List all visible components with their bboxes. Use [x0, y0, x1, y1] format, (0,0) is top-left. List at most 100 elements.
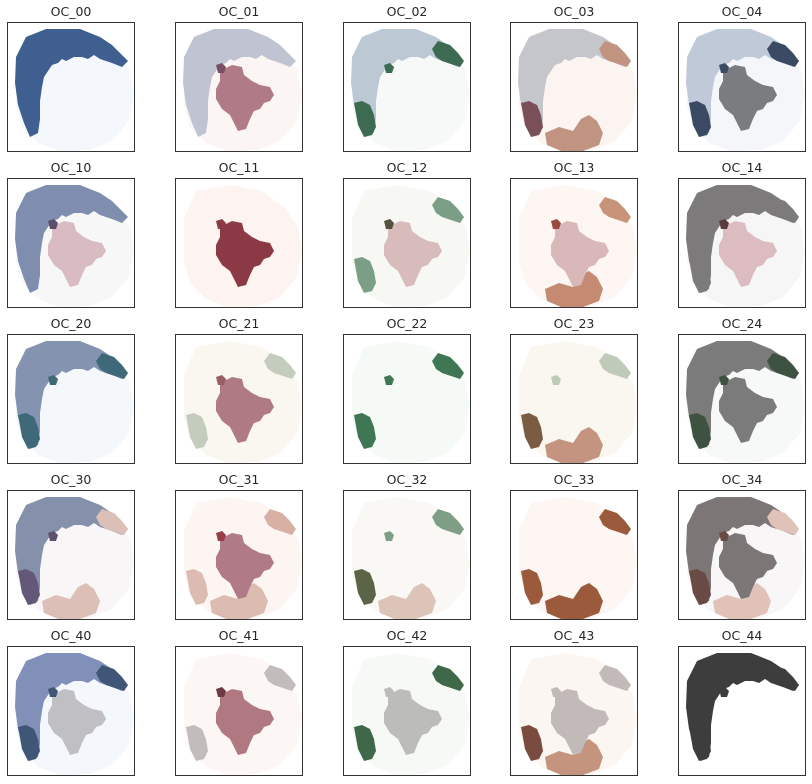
- panel-title: OC_11: [218, 160, 260, 175]
- region-map: [352, 341, 470, 463]
- region-east: [767, 665, 799, 691]
- region-map: [184, 497, 302, 619]
- region-center: [719, 221, 777, 287]
- panel-frame: [510, 334, 638, 464]
- region-arc: [15, 185, 128, 293]
- region-map: [183, 29, 302, 151]
- panel-title: OC_24: [721, 316, 763, 331]
- panel-frame: [678, 646, 806, 776]
- region-east: [767, 197, 799, 223]
- region-west: [186, 413, 208, 449]
- panel-frame: [7, 334, 135, 464]
- panel-title: OC_23: [553, 316, 595, 331]
- region-center: [551, 689, 609, 755]
- region-bottom: [545, 115, 603, 151]
- region-west: [354, 569, 376, 605]
- panel-title: OC_33: [553, 472, 595, 487]
- region-east: [264, 665, 296, 691]
- region-east: [599, 665, 631, 691]
- region-west: [18, 413, 40, 449]
- region-west: [521, 413, 543, 449]
- region-west: [354, 413, 376, 449]
- region-inner: [551, 375, 561, 385]
- region-center: [48, 689, 106, 755]
- panel-title: OC_34: [721, 472, 763, 487]
- region-inner: [384, 63, 394, 73]
- panel-title: OC_43: [553, 628, 595, 643]
- region-east: [599, 353, 631, 379]
- region-east: [96, 665, 128, 691]
- region-center: [216, 221, 274, 287]
- region-east: [432, 41, 464, 67]
- region-east: [599, 197, 631, 223]
- panel-title: OC_01: [218, 4, 260, 19]
- panel-frame: [175, 334, 303, 464]
- region-east: [264, 509, 296, 535]
- region-map: [686, 185, 805, 307]
- region-west: [689, 413, 711, 449]
- region-center: [216, 533, 274, 599]
- region-inner: [48, 687, 58, 697]
- region-map: [686, 653, 805, 775]
- region-east: [432, 353, 464, 379]
- region-inner: [216, 219, 226, 229]
- region-center: [384, 221, 442, 287]
- region-west: [18, 569, 40, 605]
- region-map: [352, 185, 470, 307]
- region-west: [689, 101, 711, 137]
- region-inner: [216, 63, 226, 73]
- region-inner: [48, 219, 58, 229]
- region-west: [18, 725, 40, 761]
- region-east: [432, 197, 464, 223]
- region-east: [96, 353, 128, 379]
- region-inner: [216, 687, 226, 697]
- region-center: [216, 65, 274, 131]
- panel-frame: [175, 178, 303, 308]
- region-map: [519, 185, 637, 307]
- region-bottom: [210, 583, 268, 619]
- region-map: [686, 341, 805, 463]
- region-center: [384, 689, 442, 755]
- region-inner: [384, 375, 394, 385]
- panel-frame: [678, 178, 806, 308]
- region-inner: [719, 375, 729, 385]
- panel-frame: [678, 490, 806, 620]
- region-map: [184, 653, 302, 775]
- region-map: [519, 653, 637, 775]
- region-west: [521, 725, 543, 761]
- region-east: [432, 665, 464, 691]
- panel-title: OC_30: [50, 472, 92, 487]
- region-inner: [384, 219, 394, 229]
- region-map: [686, 29, 805, 151]
- panel-frame: [343, 178, 471, 308]
- region-map: [15, 341, 134, 463]
- region-bottom: [545, 739, 603, 775]
- region-center: [216, 377, 274, 443]
- region-inner: [719, 531, 729, 541]
- panel-frame: [7, 490, 135, 620]
- region-west: [521, 569, 543, 605]
- region-center: [719, 377, 777, 443]
- region-inner: [216, 375, 226, 385]
- region-east: [599, 509, 631, 535]
- region-east: [767, 41, 799, 67]
- panel-frame: [175, 22, 303, 152]
- region-map: [184, 341, 302, 463]
- region-arc: [183, 29, 296, 137]
- panel-title: OC_10: [50, 160, 92, 175]
- panel-title: OC_12: [386, 160, 428, 175]
- region-map: [351, 29, 470, 151]
- panel-frame: [343, 22, 471, 152]
- panel-title: OC_31: [218, 472, 260, 487]
- panel-frame: [7, 178, 135, 308]
- region-east: [96, 509, 128, 535]
- region-east: [767, 353, 799, 379]
- region-inner: [216, 531, 226, 541]
- region-inner: [48, 375, 58, 385]
- region-inner: [719, 63, 729, 73]
- region-bottom: [42, 583, 100, 619]
- region-inner: [719, 219, 729, 229]
- region-west: [689, 569, 711, 605]
- region-map: [352, 497, 470, 619]
- panel-title: OC_44: [721, 628, 763, 643]
